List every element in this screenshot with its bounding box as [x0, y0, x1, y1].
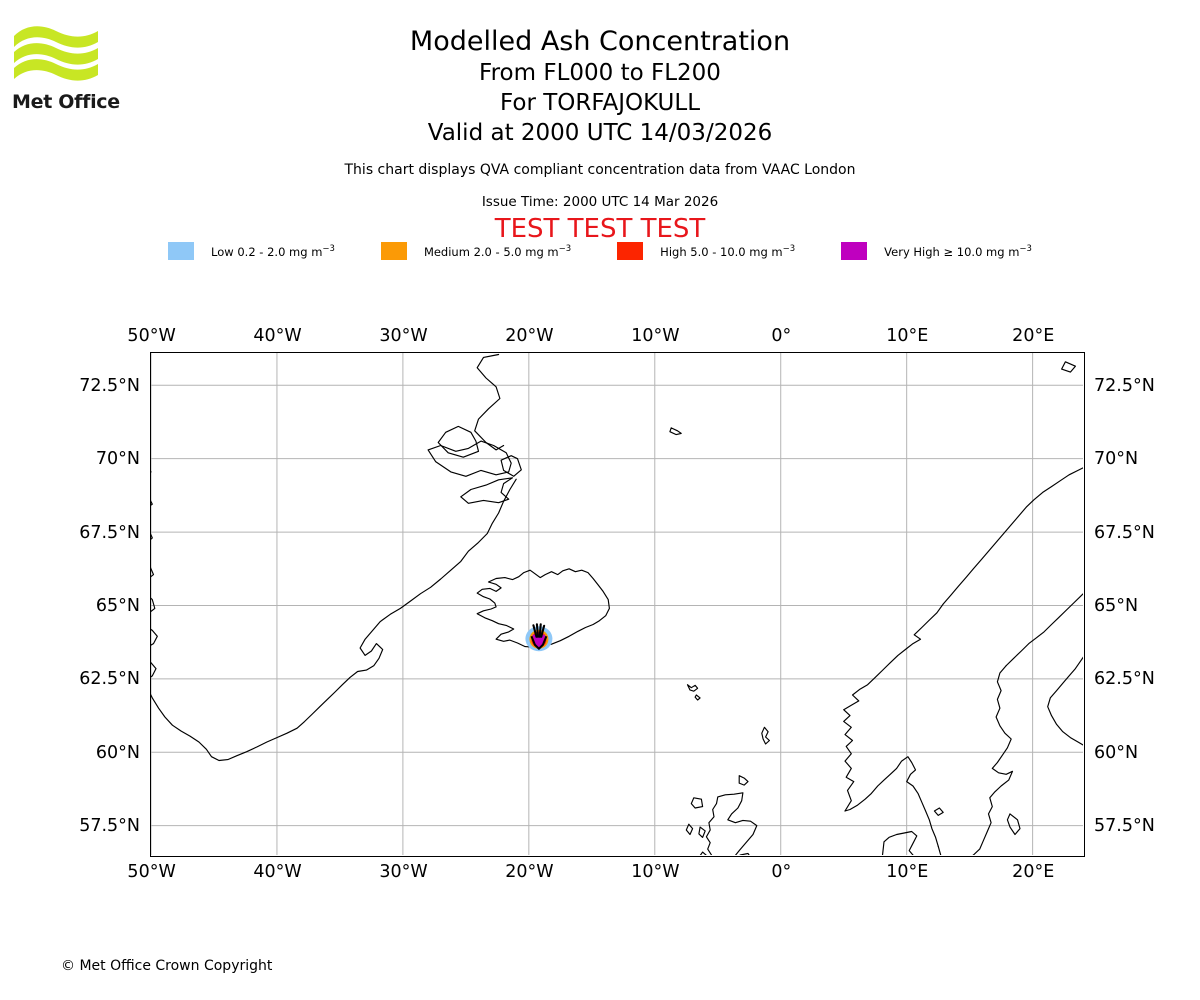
- x-axis-label-top: 30°W: [379, 326, 428, 346]
- coastline-path: [685, 823, 694, 836]
- ash-plume: [525, 623, 553, 652]
- y-axis-label-right: 65°N: [1094, 596, 1139, 617]
- plume-spike-0: [532, 624, 538, 638]
- x-axis-label-bottom: 20°W: [505, 862, 554, 882]
- x-axis-label-bottom: 10°E: [886, 862, 929, 882]
- y-axis-label-right: 57.5°N: [1094, 816, 1155, 837]
- legend-swatch-high: [617, 242, 644, 260]
- y-axis-label-left: 57.5°N: [79, 816, 140, 837]
- y-axis-label-left: 70°N: [95, 449, 140, 470]
- x-axis-label-bottom: 30°W: [379, 862, 428, 882]
- x-axis-label-top: 20°W: [505, 326, 554, 346]
- coastline-path: [460, 477, 514, 504]
- coastline-path: [933, 807, 944, 816]
- legend-swatch-very-high: [841, 242, 868, 260]
- legend-label-very-high: Very High ≥ 10.0 mg m−3: [884, 243, 1032, 259]
- coastline-path: [694, 694, 701, 701]
- coastline-path: [151, 597, 156, 613]
- coastline-path: [669, 427, 682, 436]
- coastline-path: [881, 830, 918, 855]
- x-axis-label-bottom: 10°W: [631, 862, 680, 882]
- coastline-path: [437, 425, 480, 458]
- y-axis-label-right: 62.5°N: [1094, 669, 1155, 690]
- x-axis-label-top: 10°W: [631, 326, 680, 346]
- volcano-name: For TORFAJOKULL: [499, 90, 701, 116]
- concentration-legend: Low 0.2 - 2.0 mg m−3 Medium 2.0 - 5.0 mg…: [0, 242, 1200, 260]
- coastline-path: [474, 353, 505, 451]
- issue-time: Issue Time: 2000 UTC 14 Mar 2026: [481, 194, 719, 210]
- y-axis-label-left: 67.5°N: [79, 522, 140, 543]
- legend-item-low: Low 0.2 - 2.0 mg m−3: [168, 242, 335, 260]
- legend-label-low: Low 0.2 - 2.0 mg m−3: [211, 243, 335, 259]
- legend-label-high: High 5.0 - 10.0 mg m−3: [660, 243, 796, 259]
- met-office-logo-text: Met Office: [12, 91, 120, 113]
- coastline-path: [937, 665, 1014, 855]
- legend-swatch-low: [168, 242, 195, 260]
- map-coastlines: [151, 353, 1083, 855]
- coastline-path: [151, 628, 158, 646]
- x-axis-label-top: 40°W: [253, 326, 302, 346]
- legend-swatch-medium: [380, 242, 407, 260]
- met-office-wave-icon: [14, 26, 98, 81]
- coastline-path: [151, 661, 157, 678]
- coastline-path: [705, 792, 758, 855]
- legend-label-medium: Medium 2.0 - 5.0 mg m−3: [423, 243, 572, 259]
- y-axis-label-left: 65°N: [95, 596, 140, 617]
- coastline-path: [844, 756, 939, 847]
- ash-concentration-map: 50°W 50°W 40°W 40°W 30°W 30°W 20°W 20°W 10°W 10°W…: [79, 326, 1155, 882]
- coastline-path: [699, 851, 707, 855]
- x-axis-label-top: 20°E: [1012, 326, 1055, 346]
- page-title: Modelled Ash Concentration: [409, 26, 791, 57]
- x-axis-label-bottom: 40°W: [253, 862, 302, 882]
- y-axis-label-right: 67.5°N: [1094, 522, 1155, 543]
- flight-level-range: From FL000 to FL200: [479, 60, 721, 86]
- legend-item-medium: Medium 2.0 - 5.0 mg m−3: [380, 242, 572, 260]
- plume-band-very-high: [532, 634, 546, 648]
- chart-subtitle: This chart displays QVA compliant concen…: [344, 162, 856, 178]
- legend-item-very-high: Very High ≥ 10.0 mg m−3: [841, 242, 1032, 260]
- coastline-path: [698, 826, 706, 838]
- coastline-path: [686, 684, 699, 692]
- coastline-path: [500, 455, 522, 477]
- met-office-logo: Met Office: [12, 22, 132, 117]
- plume-spike-1: [535, 623, 540, 638]
- map-plot-area: [150, 352, 1085, 857]
- x-axis-label-top: 0°: [771, 326, 792, 346]
- y-axis-label-right: 70°N: [1094, 449, 1139, 470]
- map-canvas: [151, 353, 1083, 855]
- test-banner: TEST TEST TEST: [494, 214, 706, 244]
- coastline-path: [476, 568, 610, 648]
- coastline-path: [690, 797, 704, 809]
- x-axis-label-bottom: 50°W: [127, 862, 176, 882]
- plume-spike-2: [538, 623, 542, 638]
- coastline-path: [151, 478, 517, 762]
- copyright-notice: © Met Office Crown Copyright: [61, 958, 273, 974]
- y-axis-label-right: 72.5°N: [1094, 375, 1155, 396]
- coastline-path: [1061, 361, 1076, 373]
- x-axis-label-bottom: 20°E: [1012, 862, 1055, 882]
- x-axis-label-bottom: 0°: [771, 862, 792, 882]
- y-axis-label-left: 62.5°N: [79, 669, 140, 690]
- title-block: Modelled Ash Concentration From FL000 to…: [0, 26, 1200, 244]
- y-axis-label-right: 60°N: [1094, 742, 1139, 763]
- coastline-path: [151, 567, 155, 578]
- coastline-path: [427, 440, 512, 477]
- coastline-path: [761, 726, 770, 745]
- coastline-path: [1005, 593, 1083, 746]
- valid-time: Valid at 2000 UTC 14/03/2026: [427, 120, 773, 146]
- coastline-path: [738, 775, 749, 786]
- coastline-path: [843, 467, 1083, 812]
- y-axis-label-left: 60°N: [95, 742, 140, 763]
- plume-outline: [530, 635, 548, 650]
- legend-item-high: High 5.0 - 10.0 mg m−3: [617, 242, 795, 260]
- map-gridlines: [151, 353, 1083, 855]
- x-axis-label-top: 50°W: [127, 326, 176, 346]
- x-axis-label-top: 10°E: [886, 326, 929, 346]
- coastline-path: [1006, 813, 1021, 836]
- y-axis-label-left: 72.5°N: [79, 375, 140, 396]
- plume-spike-3: [540, 624, 546, 638]
